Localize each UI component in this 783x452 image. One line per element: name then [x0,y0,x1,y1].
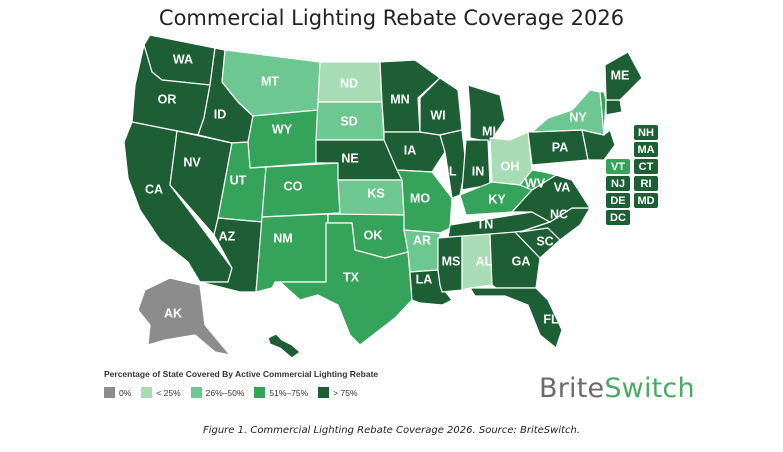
state-label-fl: FL [543,312,559,326]
state-label-ia: IA [404,143,417,157]
state-label-mt: MT [261,74,279,88]
small-state-box-nj[interactable] [606,176,630,191]
legend-title: Percentage of State Covered By Active Co… [104,369,379,379]
legend-swatch [254,387,266,398]
state-label-mn: MN [390,92,409,106]
state-label-co: CO [284,179,303,193]
state-label-ms: MS [442,254,461,268]
state-label-ar: AR [413,233,431,247]
state-label-sd: SD [340,114,357,128]
legend-swatch [190,387,202,398]
small-state-box-md[interactable] [634,193,658,208]
legend-swatch [141,387,153,398]
state-label-il: IL [445,164,456,178]
small-state-box-ma[interactable] [634,142,658,157]
state-tx[interactable] [279,222,413,346]
small-state-box-ct[interactable] [634,159,658,174]
state-label-ga: GA [512,254,531,268]
small-state-label-ct: CT [639,161,654,173]
legend: 0% < 25% 26%–50% 51%–75% > 75% [104,387,358,398]
brand-logo: BriteSwitch [539,373,695,404]
state-label-in: IN [472,164,485,178]
legend-item: < 25% [141,387,181,398]
state-label-ks: KS [367,186,384,200]
state-label-nd: ND [340,76,358,90]
state-label-sc: SC [536,234,553,248]
state-label-tx: TX [343,270,360,284]
small-state-box-de[interactable] [606,193,630,208]
state-mn[interactable] [379,59,441,133]
state-fl[interactable] [469,287,563,349]
legend-swatch [318,387,330,398]
small-state-label-vt: VT [611,161,625,173]
state-label-mo: MO [410,191,430,205]
state-label-wv: WV [525,176,546,190]
state-label-ut: UT [230,173,247,187]
legend-label: 26%–50% [205,387,245,398]
small-state-box-vt[interactable] [606,159,630,174]
legend-item: 51%–75% [254,387,308,398]
new-hampshire-shape [605,99,623,116]
legend-item: 0% [104,387,131,398]
state-ny[interactable] [531,89,605,136]
legend-label: 0% [119,387,132,398]
state-label-az: AZ [219,229,236,243]
state-label-nv: NV [183,155,201,169]
state-label-ak: AK [164,306,182,320]
state-label-wy: WY [272,122,293,136]
small-state-label-md: MD [637,195,654,207]
state-label-id: ID [214,107,227,121]
state-me[interactable] [604,51,643,101]
small-state-box-ri[interactable] [634,176,658,191]
small-state-box-nh[interactable] [634,125,658,140]
state-label-tn: TN [477,217,494,231]
map-title: Commercial Lighting Rebate Coverage 2026 [158,6,625,30]
state-wv[interactable] [519,169,557,191]
small-state-label-ma: MA [637,144,654,156]
state-label-or: OR [158,92,177,106]
small-state-label-de: DE [610,195,625,207]
state-label-ny: NY [569,110,587,124]
legend-item: 26%–50% [190,387,245,398]
small-state-label-dc: DC [610,212,626,224]
state-ak[interactable] [137,277,231,356]
state-label-ca: CA [145,182,163,196]
legend-label: < 25% [156,387,181,398]
state-hi[interactable] [267,333,301,359]
state-label-al: AL [476,254,493,268]
state-label-wa: WA [173,52,193,66]
state-nm[interactable] [255,213,329,293]
small-state-label-ri: RI [641,178,652,190]
state-label-pa: PA [552,140,568,154]
small-state-label-nh: NH [638,127,654,139]
state-label-wi: WI [430,108,445,122]
state-label-nc: NC [550,207,568,221]
state-label-oh: OH [501,159,520,173]
state-al[interactable] [461,233,493,291]
state-label-la: LA [416,272,433,286]
state-label-nm: NM [273,231,292,245]
legend-swatch [104,387,115,398]
state-label-me: ME [611,68,630,82]
state-label-ky: KY [488,192,506,206]
state-label-ne: NE [341,151,358,165]
legend-label: > 75% [333,387,358,398]
legend-item: > 75% [318,387,358,398]
small-state-box-dc[interactable] [606,210,630,225]
figure-caption: Figure 1. Commercial Lighting Rebate Cov… [202,425,581,436]
legend-label: 51%–75% [269,387,309,398]
state-va[interactable] [511,174,591,223]
small-state-label-nj: NJ [611,178,625,190]
state-label-ok: OK [364,228,383,242]
state-label-mi: MI [482,124,496,138]
state-label-va: VA [554,180,570,194]
state-wy[interactable] [247,109,319,169]
